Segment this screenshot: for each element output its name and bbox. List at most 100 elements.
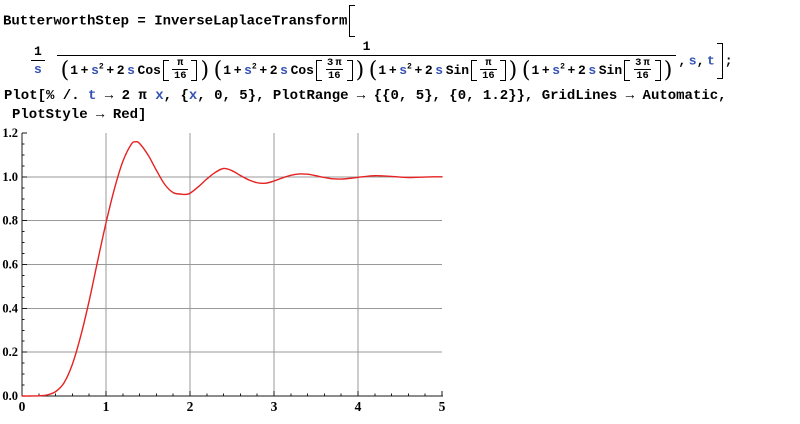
butterworth-plot[interactable]: 0 1 2 3 4 5 0.0 0.2 0.4 0.6 0.8 1.0 1.2 xyxy=(0,125,460,419)
open-bracket xyxy=(624,59,631,81)
code-symbol: x xyxy=(188,87,198,104)
open-bracket xyxy=(349,5,356,37)
x-tick-label: 3 xyxy=(271,399,278,414)
close-bracket xyxy=(346,59,353,81)
code-token: , { xyxy=(163,87,189,104)
code-token: 16 xyxy=(328,69,341,82)
code-token: 1 + xyxy=(223,62,245,78)
code-symbol: x xyxy=(155,87,164,104)
fraction-numerator: 1 xyxy=(31,45,45,60)
fraction-denominator: 16 xyxy=(634,68,651,83)
code-token: + 2 xyxy=(103,62,128,78)
code-symbol: t xyxy=(706,53,715,69)
code-token: 1 + xyxy=(378,62,400,78)
code-token: , xyxy=(696,53,707,69)
code-symbol: s xyxy=(435,62,444,78)
close-bracket xyxy=(499,59,506,81)
step-response-curve xyxy=(21,140,443,397)
y-tick-label: 0.6 xyxy=(2,257,18,271)
y-tick-label: 0.2 xyxy=(2,345,18,359)
parenthesis: ) xyxy=(663,57,673,84)
code-line-3[interactable]: Plot[% /. t → 2 π x, {x, 0, 5}, PlotRang… xyxy=(4,88,800,104)
parenthesis: ) xyxy=(200,57,210,84)
code-token: 16 xyxy=(482,69,495,82)
fraction: 1 (1 + s2 + 2 s Cos π 16) (1 + s2 + 2 s Cos… xyxy=(56,40,677,84)
code-token: 3 π xyxy=(327,56,342,69)
code-symbol: s xyxy=(91,62,99,78)
parenthesis: ) xyxy=(355,57,365,84)
close-bracket xyxy=(191,59,198,81)
open-bracket xyxy=(316,59,322,81)
code-token: 1 + xyxy=(70,62,92,78)
code-token: 16 xyxy=(173,69,187,82)
code-token: + 2 xyxy=(564,62,589,78)
code-token: Cos xyxy=(287,62,314,78)
code-token: 16 xyxy=(636,69,649,82)
code-token: ; xyxy=(724,53,733,69)
code-token: Sin xyxy=(596,62,623,78)
code-symbol: s xyxy=(34,61,42,77)
code-line-4[interactable]: PlotStyle → Red] xyxy=(12,107,800,123)
code-line-1[interactable]: ButterworthStep = InverseLaplaceTransfor… xyxy=(3,5,800,37)
code-token: + 2 xyxy=(411,62,436,78)
superscript: 2 xyxy=(251,62,257,72)
fraction: π 16 xyxy=(171,56,189,83)
code-symbol: s xyxy=(399,62,408,78)
code-token: PlotStyle → Red] xyxy=(12,106,147,123)
code-token xyxy=(47,54,55,69)
code-token: Sin xyxy=(443,62,470,78)
output-cell: 0 1 2 3 4 5 0.0 0.2 0.4 0.6 0.8 1.0 1.2 xyxy=(0,125,800,424)
superscript: 2 xyxy=(560,62,565,72)
close-bracket xyxy=(654,59,661,81)
fraction-numerator: π xyxy=(483,56,493,69)
code-token xyxy=(365,63,368,78)
superscript: 2 xyxy=(98,62,104,72)
fraction-denominator: s xyxy=(31,59,45,78)
code-symbol: s xyxy=(552,62,561,78)
y-tick-label: 1.0 xyxy=(2,169,18,183)
fraction-denominator: 16 xyxy=(326,68,343,83)
fraction-numerator: π xyxy=(175,56,185,69)
fraction: π 16 xyxy=(480,56,497,83)
code-token: , 0, 5}, PlotRange → {{0, 5}, {0, 1.2}},… xyxy=(197,87,727,104)
code-token: 3 π xyxy=(635,56,650,69)
parenthesis: ) xyxy=(508,57,518,84)
fraction-numerator: 3 π xyxy=(325,56,344,69)
code-token: π xyxy=(485,56,492,69)
y-tick-label: 0.0 xyxy=(2,389,18,403)
parenthesis: ( xyxy=(368,57,378,84)
parenthesis: ( xyxy=(213,57,223,84)
code-token xyxy=(210,63,213,78)
code-token: 1 + xyxy=(531,62,553,78)
fraction-denominator: (1 + s2 + 2 s Cos π 16) (1 + s2 + 2 s Cos 3… xyxy=(56,54,677,84)
x-tick-label: 1 xyxy=(103,399,110,414)
superscript: 2 xyxy=(407,62,412,72)
code-symbol: s xyxy=(127,62,135,78)
fraction-numerator: 3 π xyxy=(633,56,652,69)
code-token: 1 xyxy=(362,39,371,54)
code-token: , xyxy=(678,53,689,69)
x-tick-label: 5 xyxy=(439,399,446,414)
open-bracket xyxy=(162,59,169,81)
code-token: π xyxy=(177,56,184,69)
code-symbol: s xyxy=(280,62,288,78)
code-token: ButterworthStep = InverseLaplaceTransfor… xyxy=(3,13,348,30)
code-symbol: s xyxy=(244,62,252,78)
open-bracket xyxy=(471,59,478,81)
code-token: → 2 π xyxy=(96,87,156,104)
x-tick-label: 4 xyxy=(355,399,362,414)
code-token xyxy=(518,63,521,78)
x-tick-label: 0 xyxy=(19,399,26,414)
fraction-denominator: 16 xyxy=(480,68,497,83)
fraction: 3 π 16 xyxy=(633,56,652,83)
input-cell[interactable]: ButterworthStep = InverseLaplaceTransfor… xyxy=(0,0,800,123)
fraction-numerator: 1 xyxy=(360,40,374,55)
code-token: Plot[% /. xyxy=(4,87,89,104)
code-symbol: s xyxy=(688,53,697,69)
fraction-denominator: 16 xyxy=(171,68,189,83)
parenthesis: ( xyxy=(60,57,70,84)
y-tick-label: 0.8 xyxy=(2,213,18,227)
